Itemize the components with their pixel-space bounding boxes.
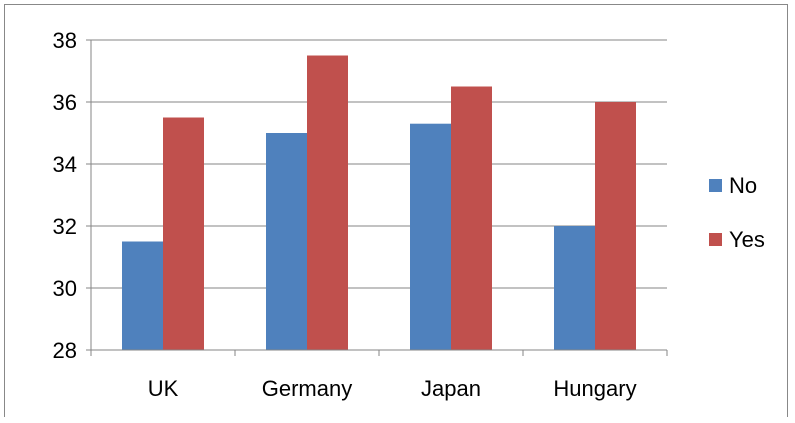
axes: 28 30 32 34 36 38 UK Germany Japan Hungary xyxy=(53,28,668,401)
bar-yes-japan xyxy=(451,86,492,350)
y-tick-label: 30 xyxy=(53,276,77,301)
bar-chart: 28 30 32 34 36 38 UK Germany Japan Hungary No Yes xyxy=(53,28,765,401)
x-tick-label: Germany xyxy=(262,376,352,401)
chart-frame: 28 30 32 34 36 38 UK Germany Japan Hungary No Yes xyxy=(4,4,788,417)
bar-no-uk xyxy=(122,241,163,350)
bars xyxy=(122,55,636,350)
y-tick-label: 28 xyxy=(53,338,77,363)
legend: No Yes xyxy=(709,173,765,252)
x-tick-label: UK xyxy=(148,376,179,401)
y-tick-label: 32 xyxy=(53,214,77,239)
legend-label-no: No xyxy=(729,173,757,198)
bar-no-japan xyxy=(410,123,451,350)
legend-swatch-yes xyxy=(709,233,722,246)
bar-yes-uk xyxy=(163,117,204,350)
legend-swatch-no xyxy=(709,179,722,192)
bar-yes-germany xyxy=(307,55,348,350)
x-tick-label: Japan xyxy=(421,376,481,401)
y-tick-label: 34 xyxy=(53,152,77,177)
bar-no-germany xyxy=(266,133,307,350)
y-tick-label: 38 xyxy=(53,28,77,53)
bar-no-hungary xyxy=(554,226,595,350)
y-tick-label: 36 xyxy=(53,90,77,115)
legend-label-yes: Yes xyxy=(729,227,765,252)
x-tick-label: Hungary xyxy=(553,376,636,401)
bar-yes-hungary xyxy=(595,102,636,350)
